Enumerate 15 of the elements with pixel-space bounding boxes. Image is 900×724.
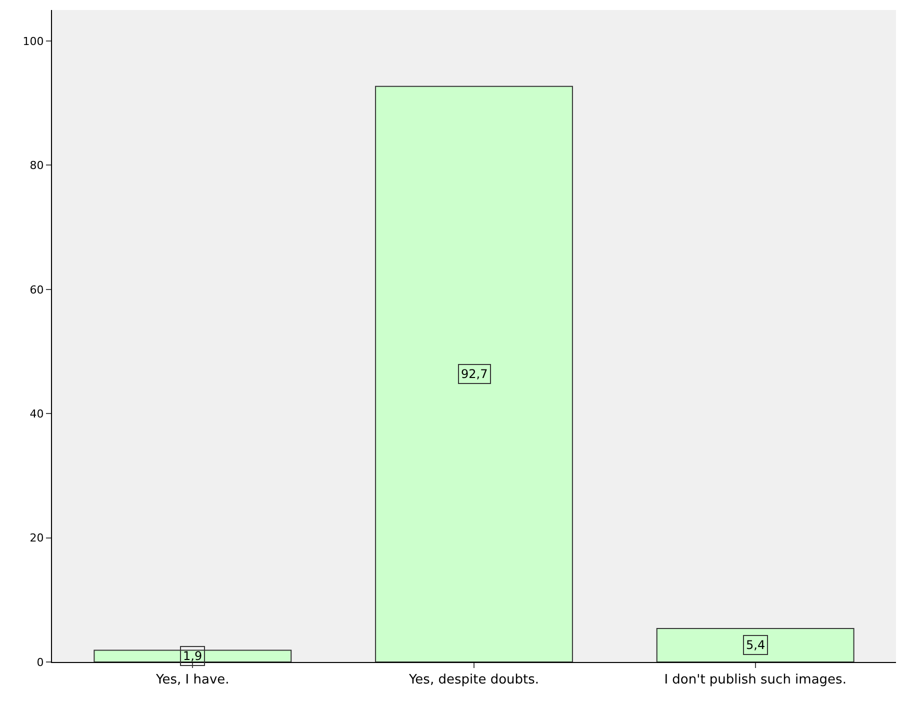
y-tick-label: 20 — [30, 532, 44, 545]
x-tick-label: Yes, despite doubts. — [408, 672, 540, 688]
y-tick-label: 0 — [36, 656, 44, 669]
data-label: 1,9 — [183, 649, 202, 663]
y-tick-label: 40 — [30, 407, 44, 420]
bar — [375, 86, 573, 662]
data-label: 92,7 — [461, 367, 488, 381]
y-tick-label: 100 — [22, 34, 44, 48]
x-tick-label: I don't publish such images. — [664, 672, 846, 688]
y-tick-label: 80 — [30, 159, 44, 172]
y-tick-label: 60 — [30, 283, 44, 296]
data-label: 5,4 — [746, 638, 766, 652]
x-tick-label: Yes, I have. — [155, 672, 230, 688]
bar — [656, 628, 854, 662]
bar — [94, 650, 292, 662]
